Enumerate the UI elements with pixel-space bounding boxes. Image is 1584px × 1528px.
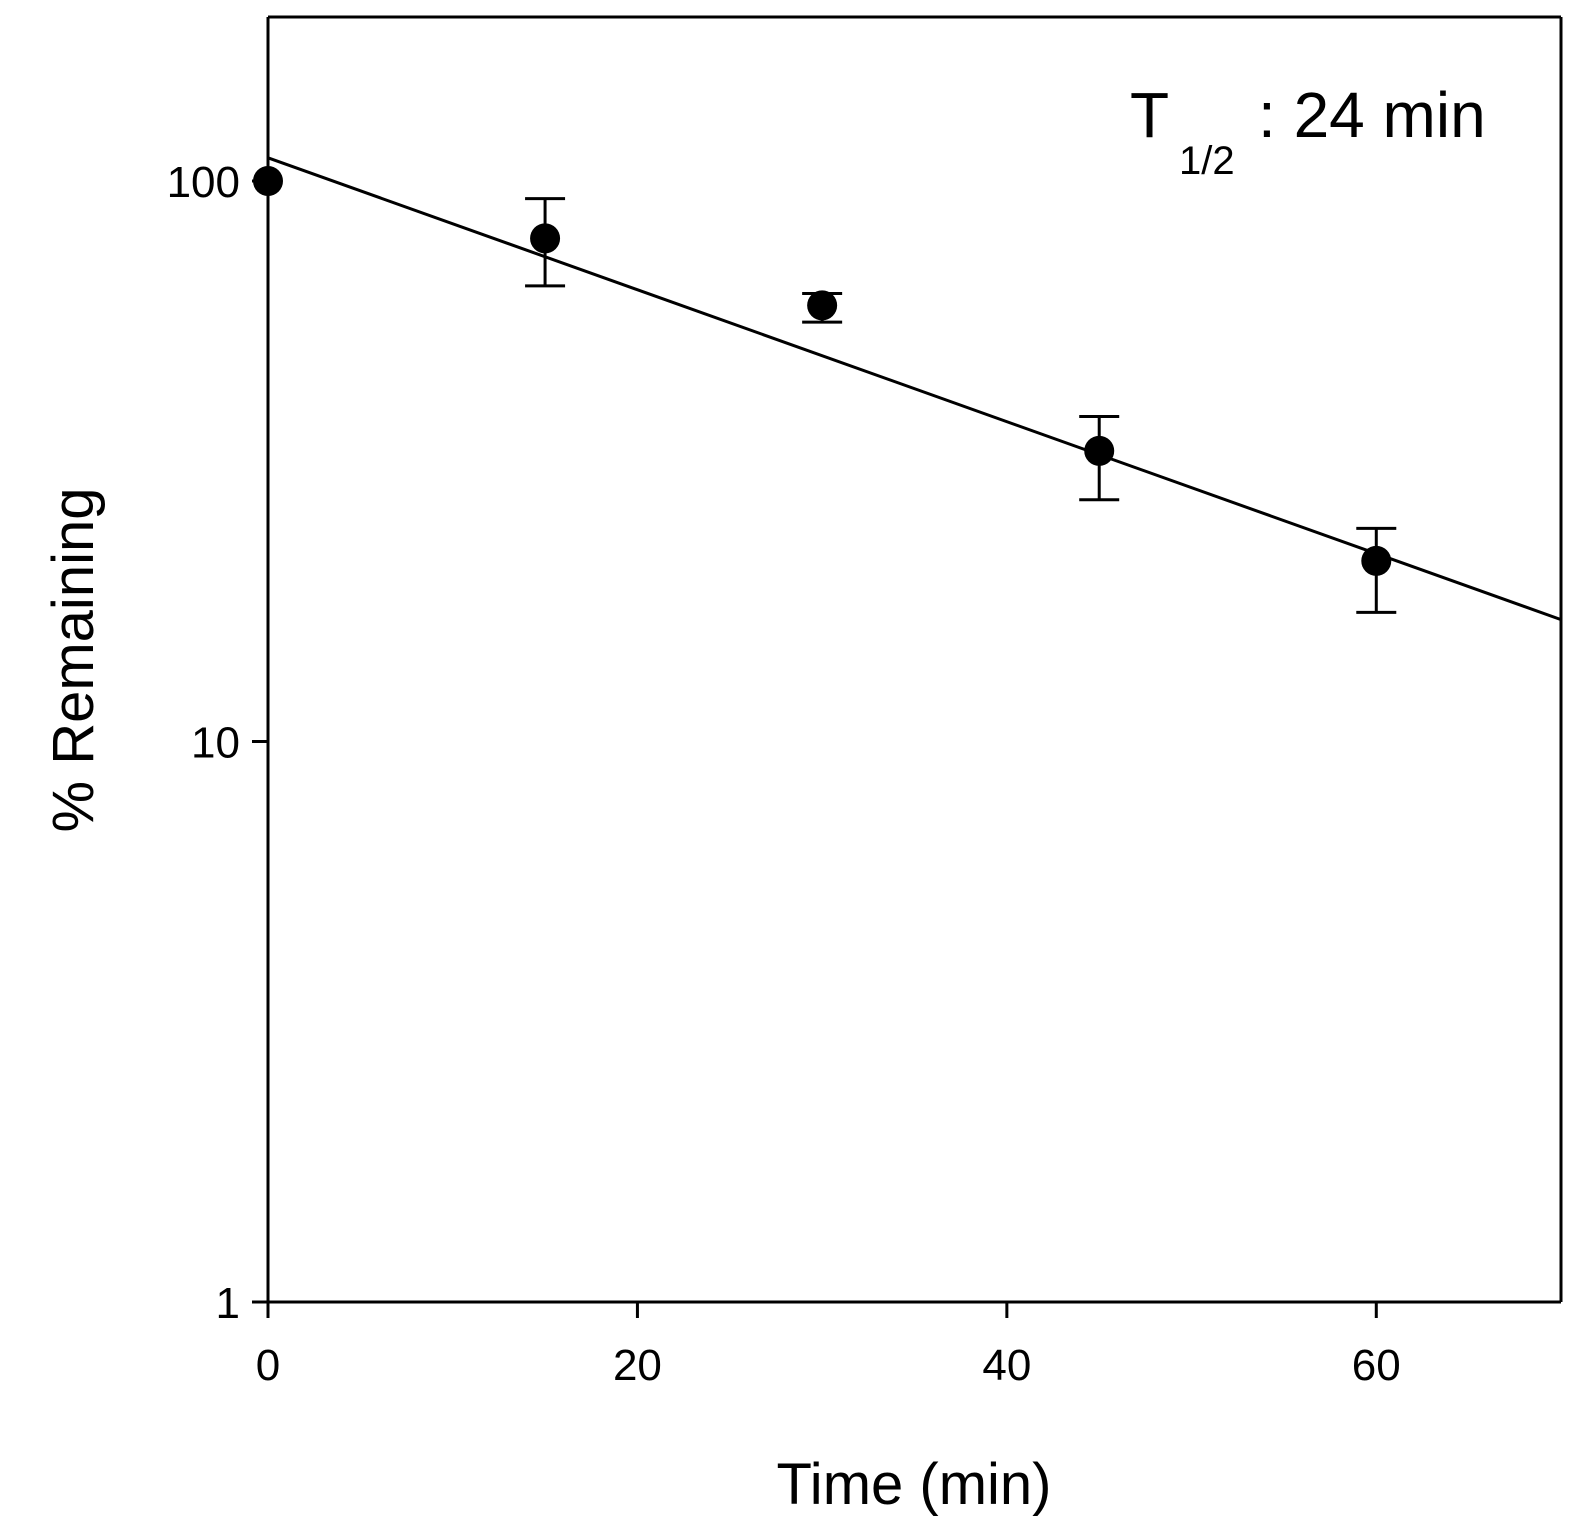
x-tick-label: 0 [256,1341,280,1390]
data-point [530,223,561,254]
plot-frame [266,15,1563,1304]
y-axis-ticks: 1 10 100 [167,158,268,1328]
y-tick-label: 100 [167,158,240,207]
y-tick-label: 1 [216,1279,240,1328]
x-tick-label: 40 [982,1341,1031,1390]
x-axis-title: Time (min) [777,1452,1052,1517]
data-point [253,166,283,196]
annotation-symbol: T [1130,79,1169,151]
data-point-layer [253,166,1392,576]
y-axis-title: % Remaining [41,488,106,833]
x-axis-ticks: 0 20 40 60 [256,1302,1401,1390]
data-point [807,290,838,321]
x-tick-label: 20 [613,1341,662,1390]
annotation-subscript: 1/2 [1179,139,1235,183]
x-tick-label: 60 [1352,1341,1401,1390]
y-tick-label: 10 [191,719,240,768]
data-point [1084,435,1115,466]
half-life-annotation: T 1/2 : 24 min [1130,79,1486,183]
fit-layer [267,156,1562,622]
annotation-value: : 24 min [1258,79,1486,151]
fit-line [267,156,1562,622]
data-point [1361,545,1392,576]
